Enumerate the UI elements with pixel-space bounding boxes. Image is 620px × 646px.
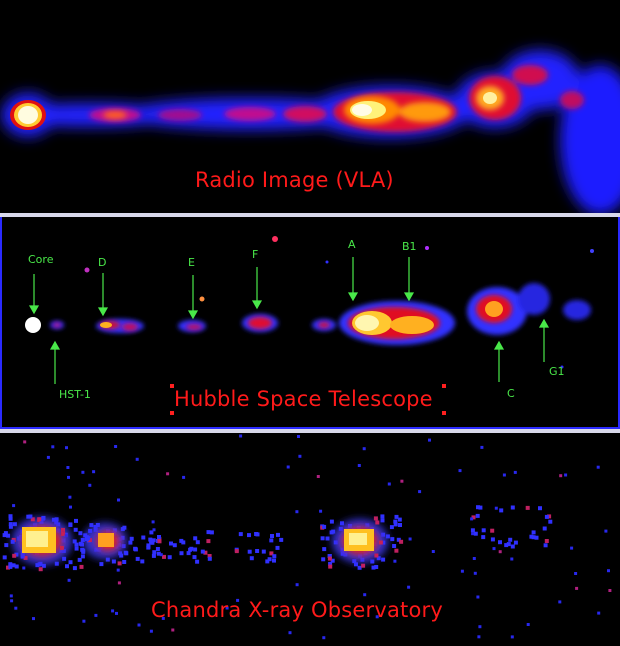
label-core: Core [28, 253, 54, 266]
selection-handle-bottom-right [442, 411, 446, 415]
label-b1: B1 [402, 240, 417, 253]
label-c: C [507, 387, 515, 400]
selection-handle-top-left [170, 384, 174, 388]
hubble-caption: Hubble Space Telescope [174, 387, 433, 411]
chandra-panel: Chandra X-ray Observatory [0, 433, 620, 646]
selection-handle-bottom-left [170, 411, 174, 415]
label-e: E [188, 256, 195, 269]
label-a: A [348, 238, 356, 251]
radio-caption: Radio Image (VLA) [195, 168, 394, 192]
label-f: F [252, 248, 259, 261]
panel-divider-bottom [0, 429, 620, 433]
label-g1: G1 [549, 365, 565, 378]
radio-panel: Radio Image (VLA) [0, 0, 620, 213]
chandra-xray-image [2, 434, 612, 640]
chandra-caption: Chandra X-ray Observatory [151, 598, 443, 622]
radio-jet-image [0, 50, 620, 213]
hubble-panel: Core HST-1 D E F A B1 C G1 Hubble Space … [0, 217, 620, 429]
label-d: D [98, 256, 107, 269]
hubble-jet-image [25, 236, 594, 384]
label-hst1: HST-1 [59, 388, 91, 401]
selection-handle-top-right [442, 384, 446, 388]
panel-divider-top [0, 213, 620, 217]
